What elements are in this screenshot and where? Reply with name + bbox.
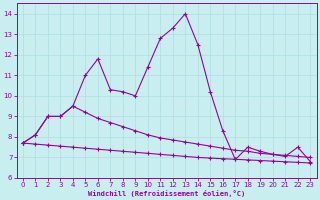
X-axis label: Windchill (Refroidissement éolien,°C): Windchill (Refroidissement éolien,°C) <box>88 190 245 197</box>
